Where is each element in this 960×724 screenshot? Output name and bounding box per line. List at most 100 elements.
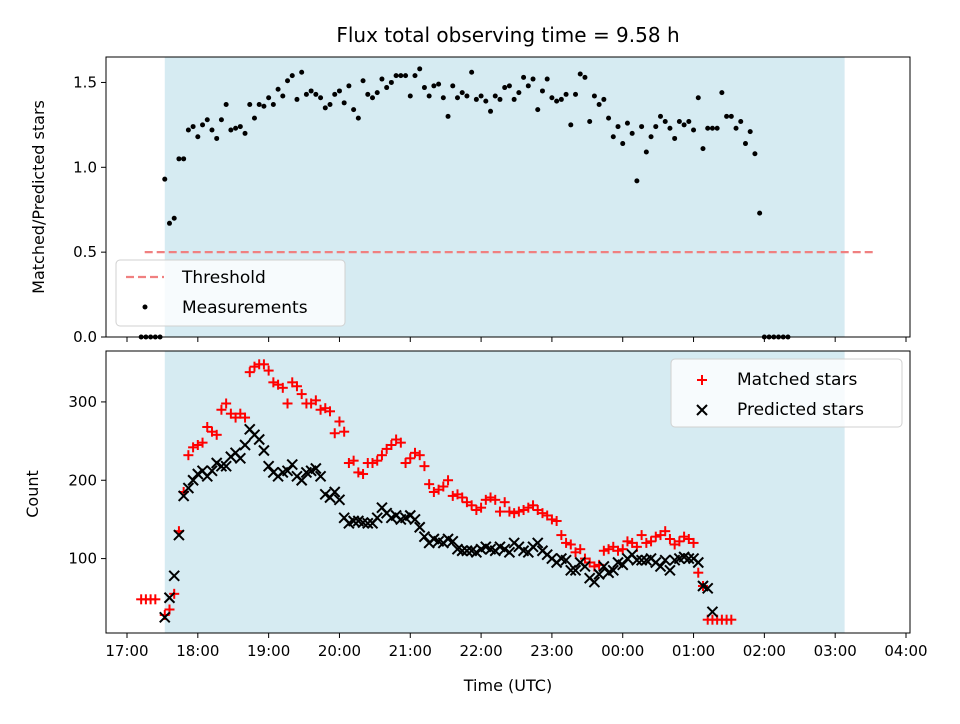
measurement-point [214, 135, 220, 141]
predicted-star-point [159, 611, 171, 624]
matched-star-point [202, 421, 213, 432]
measurement-point [421, 85, 427, 91]
predicted-star-point [456, 545, 468, 557]
predicted-star-point [220, 460, 232, 472]
y-tick-label: 300 [68, 393, 97, 411]
measurement-point [488, 108, 494, 114]
measurement-point [209, 127, 215, 133]
marker-stroke [432, 535, 445, 548]
measurements-points [138, 66, 791, 340]
top-panel-y-ticks: 0.0 0.5 1.0 1.5 [73, 73, 106, 346]
matched-star-point [296, 389, 307, 400]
legend-matched-label: Matched stars [737, 370, 857, 390]
predicted-star-point [569, 564, 582, 577]
marker-stroke [281, 465, 294, 477]
measurement-point [261, 103, 267, 109]
measurement-point [454, 95, 460, 101]
marker-stroke [697, 580, 709, 592]
measurement-point [700, 146, 706, 152]
predicted-star-point [206, 465, 218, 477]
matched-star-point [546, 514, 557, 525]
matched-star-point [457, 492, 468, 503]
predicted-star-point [503, 546, 516, 559]
matched-star-point [339, 426, 350, 437]
measurement-point [624, 120, 630, 126]
measurement-point [332, 91, 338, 97]
measurement-point [200, 122, 206, 128]
x-tick-label: 01:00 [672, 642, 715, 660]
measurement-point [185, 127, 191, 133]
matched-star-point [565, 539, 576, 550]
x-tick-label: 19:00 [247, 642, 290, 660]
predicted-star-point [692, 556, 704, 569]
marker-stroke [678, 551, 690, 563]
matched-star-point [334, 416, 345, 427]
matched-star-point [310, 395, 321, 406]
predicted-star-point [683, 552, 695, 565]
marker-stroke [182, 482, 195, 494]
measurement-point [336, 88, 342, 94]
marker-stroke [314, 470, 327, 483]
marker-stroke [706, 606, 719, 618]
measurement-point [554, 98, 560, 104]
matched-star-point [348, 455, 359, 466]
marker-stroke [418, 530, 431, 543]
measurement-point [266, 95, 272, 101]
measurement-point [478, 93, 484, 99]
marker-stroke [319, 488, 331, 501]
measurement-point [686, 118, 692, 124]
marker-stroke [234, 452, 247, 465]
marker-stroke [210, 457, 223, 469]
measurement-point [719, 90, 725, 96]
x-tick-label: 21:00 [389, 642, 432, 660]
marker-stroke [159, 611, 171, 624]
predicted-star-point [607, 564, 619, 577]
measurement-point [360, 78, 366, 84]
matched-star-point [353, 467, 364, 478]
measurement-point [303, 91, 309, 97]
measurement-point [601, 96, 607, 102]
measurement-point [634, 178, 640, 184]
bottom-panel-legend: Matched stars Predicted stars [670, 358, 903, 428]
x-tick-label: 00:00 [601, 642, 644, 660]
measurement-point [473, 96, 479, 102]
measurement-point [166, 220, 172, 226]
marker-stroke [220, 460, 232, 472]
matched-star-point [650, 531, 661, 542]
marker-stroke [612, 556, 624, 569]
predicted-star-point [631, 554, 643, 566]
matched-star-point [575, 544, 586, 555]
marker-stroke [456, 545, 468, 557]
bottom-panel-y-axis-label: Count [23, 470, 42, 518]
marker-stroke [465, 545, 478, 557]
marker-stroke [631, 554, 643, 566]
measurement-point [620, 141, 626, 147]
marker-stroke [565, 564, 577, 577]
predicted-star-point [295, 474, 308, 486]
matched-star-point [499, 497, 510, 508]
measurement-point [289, 73, 295, 79]
top-panel-legend: Threshold Measurements [115, 259, 346, 327]
matched-star-point [660, 526, 671, 537]
marker-stroke [494, 541, 506, 553]
marker-stroke [451, 543, 464, 555]
measurement-point [426, 93, 432, 99]
bottom-legend-box [670, 358, 903, 428]
measurement-point [667, 125, 673, 131]
matched-star-point [282, 398, 293, 409]
predicted-star-point [362, 517, 374, 530]
predicted-star-point [654, 560, 667, 573]
measurement-point [511, 96, 517, 102]
legend-predicted-swatch [696, 404, 708, 416]
predicted-star-point [177, 490, 190, 502]
predicted-star-point [418, 530, 431, 543]
predicted-star-point [565, 564, 577, 577]
measurement-point [525, 83, 531, 89]
measurement-point [379, 76, 385, 82]
x-tick-label: 17:00 [105, 642, 148, 660]
predicted-star-point [617, 559, 629, 571]
measurement-point [388, 79, 394, 85]
measurement-point [705, 125, 711, 131]
marker-stroke [617, 559, 629, 571]
measurement-point [247, 102, 253, 108]
